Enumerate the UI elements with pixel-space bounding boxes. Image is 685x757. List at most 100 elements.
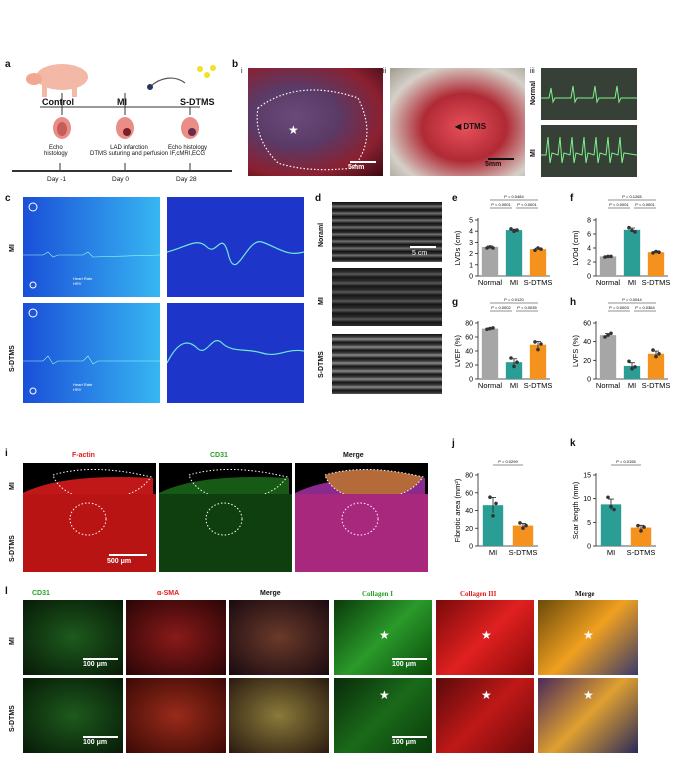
y-tick-label: 15 <box>583 473 591 480</box>
group-label-mi: MI <box>117 97 127 107</box>
data-point <box>633 365 637 369</box>
data-point <box>521 526 525 531</box>
y-tick-label: 0 <box>587 544 591 551</box>
x-tick-label: MI <box>510 278 518 287</box>
y-tick-label: 4 <box>469 229 473 236</box>
col-l-merge: Merge <box>260 590 281 597</box>
echo-normal: 5 cm <box>332 202 442 262</box>
heart-icon <box>53 117 71 139</box>
y-tick-label: 0 <box>469 274 473 281</box>
l-sdtms-col1: ★ 100 μm <box>334 678 432 753</box>
app-screen-mi-left: Heart Rate HRV <box>23 197 160 297</box>
bar <box>623 229 641 276</box>
scale-100um-3: 100 μm <box>83 739 108 746</box>
bar <box>529 249 547 276</box>
bar <box>505 230 523 276</box>
echo-sdtms <box>332 334 442 394</box>
row-label-d-mi: MI <box>318 297 325 305</box>
panel-c-label: c <box>5 193 11 204</box>
y-tick-label: 0 <box>587 274 591 281</box>
data-point <box>627 359 631 364</box>
scale-100um: 100 μm <box>83 661 108 668</box>
scale-5mm: 5mm <box>348 164 365 171</box>
ecg-row-mi: MI <box>530 149 537 157</box>
y-tick-label: 6 <box>587 232 591 239</box>
ecg-row-normal: Normal <box>530 80 537 105</box>
p-value-label: P = 0.0120 <box>504 297 524 302</box>
data-point <box>539 342 543 346</box>
panel-l-label: l <box>5 586 8 597</box>
l-sdtms-merge2: ★ <box>538 678 638 753</box>
data-point <box>657 352 661 356</box>
y-tick-label: 40 <box>465 508 473 515</box>
panel-g-label: g <box>452 297 459 308</box>
if-sdtms-merge <box>295 494 428 572</box>
y-tick-label: 60 <box>465 490 473 497</box>
data-point <box>518 521 522 525</box>
heart-photo-i: ★ 5mm <box>248 68 383 176</box>
y-tick-label: 2 <box>587 260 591 267</box>
row-label-l-mi: MI <box>9 637 16 645</box>
y-axis-label: LVDs (cm) <box>453 230 462 265</box>
row-label-c-mi: MI <box>9 244 16 252</box>
bar <box>599 256 617 276</box>
l-sdtms-cd31: 100 μm <box>23 678 123 753</box>
heart-icon <box>116 117 134 139</box>
p-value-label: P < 0.0001 <box>635 202 655 207</box>
if-sdtms-cd31 <box>159 494 292 572</box>
data-point <box>536 347 540 352</box>
app-screen-sdtms-left: Heart Rate HRV <box>23 303 160 403</box>
chart-e: 0 1 2 3 4 5 LVDs (cm) Normal MI S-DTMS P = 0.0484 P… <box>453 194 552 287</box>
bar <box>623 365 641 379</box>
y-tick-label: 60 <box>465 335 473 342</box>
data-point <box>657 250 661 254</box>
x-tick-label: S-DTMS <box>509 548 538 557</box>
chart-f: 0 2 4 6 8 LVDd (cm) Normal MI S-DTMS P = 0.1265 P … <box>571 194 670 287</box>
l-mi-merge <box>229 600 329 675</box>
row-label-i-mi: MI <box>9 482 16 490</box>
p-value-label: P < 0.0001 <box>609 202 629 207</box>
data-point <box>651 348 655 352</box>
x-tick-label: MI <box>489 548 497 557</box>
y-tick-label: 0 <box>587 377 591 384</box>
p-value-label: P = 0.1265 <box>622 194 642 199</box>
y-tick-label: 0 <box>469 544 473 551</box>
data-point <box>512 229 516 233</box>
sub-i: i <box>241 68 243 75</box>
data-point <box>654 354 658 359</box>
heart-photo-ii: ◀ DTMS 5mm <box>390 68 525 176</box>
y-tick-label: 3 <box>469 240 473 247</box>
col-l-col3: Collagen III <box>460 590 497 598</box>
data-point <box>515 360 519 364</box>
y-axis-label: LVDd (cm) <box>571 230 580 266</box>
x-tick-label: Normal <box>478 381 503 390</box>
data-point <box>485 327 489 332</box>
data-point <box>612 507 616 512</box>
y-axis-label: LVEF (%) <box>453 335 462 367</box>
p-value-label: P < 0.0001 <box>517 202 537 207</box>
sub-iii: iii <box>530 68 535 75</box>
l-mi-asma <box>126 600 226 675</box>
p-value-label: P = 0.0364 <box>635 305 655 310</box>
scale-5cm: 5 cm <box>412 250 428 257</box>
data-point <box>488 326 492 331</box>
x-tick-label: MI <box>628 381 636 390</box>
p-value-label: P = 0.0484 <box>504 194 524 199</box>
data-point <box>494 501 498 506</box>
data-point <box>515 228 519 232</box>
row-label-d-normal: Noraml <box>318 222 325 247</box>
note-echo-histology: Echo histology IF,cMRI,ECG <box>168 145 208 157</box>
bar <box>529 344 547 379</box>
col-cd31: CD31 <box>210 452 228 459</box>
group-label-control: Control <box>42 97 74 107</box>
data-point <box>524 523 528 528</box>
x-tick-label: Normal <box>478 278 503 287</box>
note-echo: Echo histology <box>44 145 68 157</box>
panel-f-label: f <box>570 193 574 204</box>
bar <box>512 525 534 546</box>
data-point <box>609 331 613 336</box>
y-tick-label: 1 <box>469 262 473 269</box>
pig-icon <box>26 64 88 97</box>
